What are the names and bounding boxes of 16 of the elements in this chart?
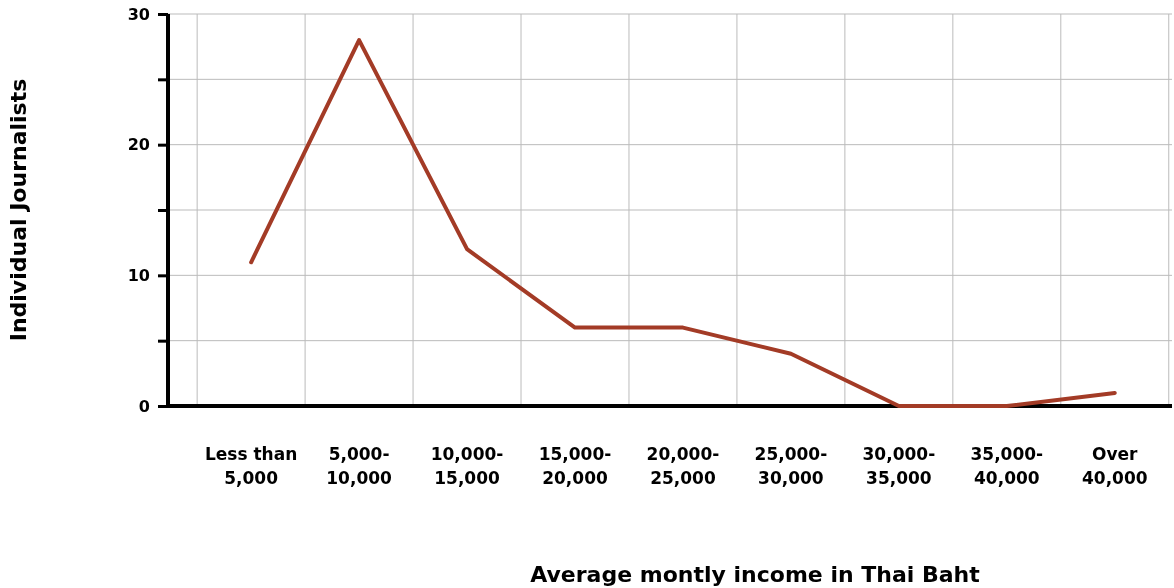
y-tick-label: 20 [127,135,150,155]
x-tick-label: 20,000-25,000 [646,444,720,488]
x-tick-label: 10,000-15,000 [430,444,504,488]
y-axis-title: Individual Journalists [6,78,31,342]
x-tick-label: 15,000-20,000 [538,444,612,488]
y-tick-label: 10 [127,265,150,285]
x-axis-title: Average montly income in Thai Baht [530,562,981,587]
x-tick-label: 35,000-40,000 [970,444,1044,488]
x-tick-label: Over 40,000 [1081,444,1148,488]
y-tick-label: 30 [127,4,150,24]
x-tick-label: 5,000-10,000 [326,444,393,488]
x-tick-label: 30,000-35,000 [862,444,936,488]
x-tick-label: 25,000-30,000 [754,444,828,488]
y-tick-label: 0 [138,396,150,416]
line-series [249,38,1117,408]
x-tick-label: Less than 5,000 [204,444,298,488]
